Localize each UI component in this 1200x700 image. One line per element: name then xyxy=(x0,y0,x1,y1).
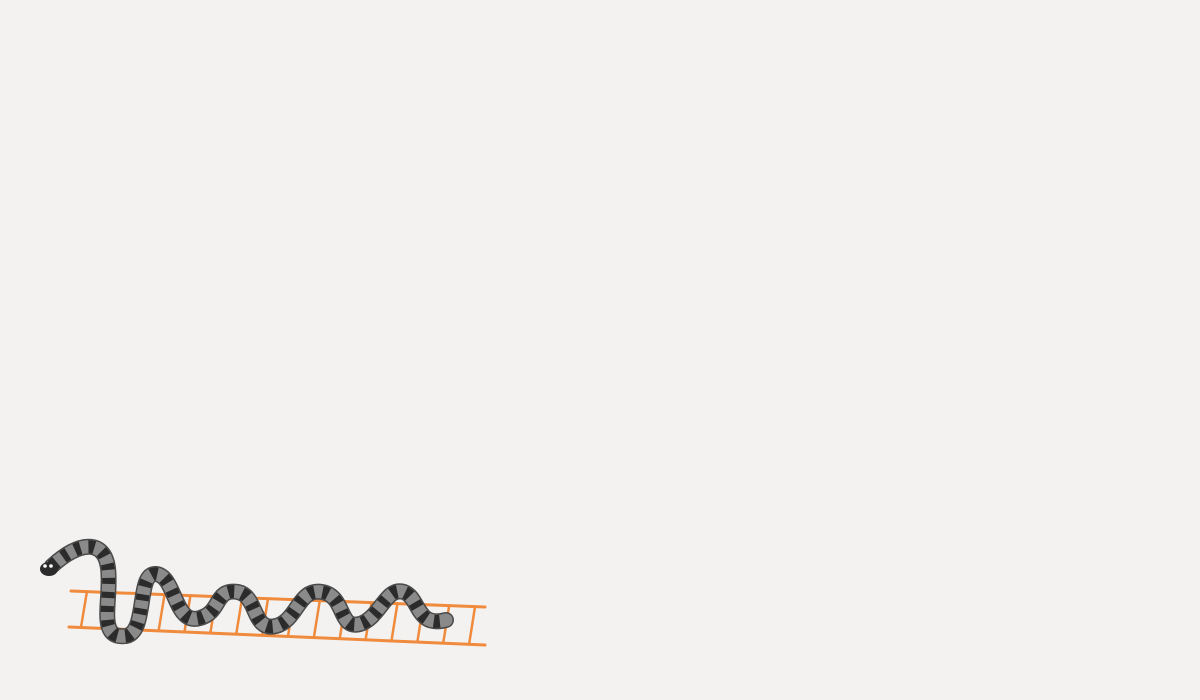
ladder-rung xyxy=(390,602,399,643)
snake-stripes xyxy=(47,540,448,643)
ladder-rung xyxy=(312,599,322,639)
snake-eye-icon xyxy=(49,564,53,568)
snake-head-shape xyxy=(40,562,58,576)
ladder-rung xyxy=(79,590,89,629)
snake-icon xyxy=(40,538,454,645)
ladder-rung xyxy=(157,593,166,633)
ladder-rung xyxy=(467,605,477,646)
ladder-rung xyxy=(234,596,244,636)
snake-eye-icon xyxy=(43,564,47,568)
snake-head xyxy=(40,562,58,576)
